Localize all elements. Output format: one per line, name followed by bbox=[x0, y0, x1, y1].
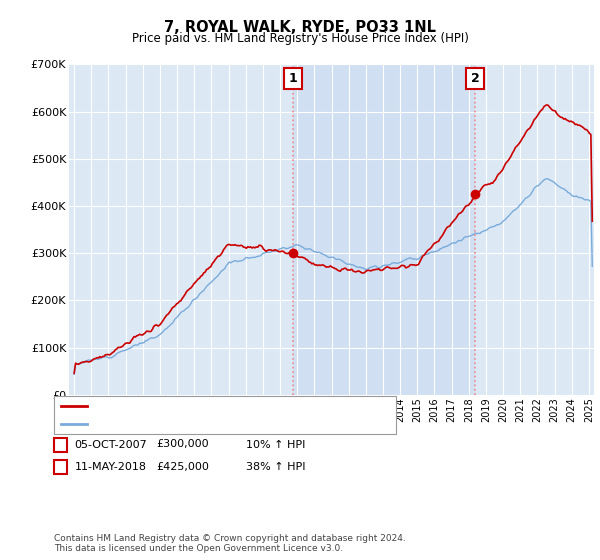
Text: 2: 2 bbox=[471, 72, 479, 85]
Text: Contains HM Land Registry data © Crown copyright and database right 2024.
This d: Contains HM Land Registry data © Crown c… bbox=[54, 534, 406, 553]
Text: HPI: Average price, detached house, Isle of Wight: HPI: Average price, detached house, Isle… bbox=[90, 419, 348, 429]
Text: 11-MAY-2018: 11-MAY-2018 bbox=[74, 462, 146, 472]
Text: 2: 2 bbox=[57, 462, 64, 472]
Text: 7, ROYAL WALK, RYDE, PO33 1NL (detached house): 7, ROYAL WALK, RYDE, PO33 1NL (detached … bbox=[90, 401, 355, 411]
Text: £300,000: £300,000 bbox=[156, 440, 209, 450]
Text: 10% ↑ HPI: 10% ↑ HPI bbox=[246, 440, 305, 450]
Text: £425,000: £425,000 bbox=[156, 462, 209, 472]
Text: Price paid vs. HM Land Registry's House Price Index (HPI): Price paid vs. HM Land Registry's House … bbox=[131, 32, 469, 45]
Text: 38% ↑ HPI: 38% ↑ HPI bbox=[246, 462, 305, 472]
Text: 1: 1 bbox=[57, 440, 64, 450]
Bar bbox=[293, 64, 475, 395]
Text: 7, ROYAL WALK, RYDE, PO33 1NL: 7, ROYAL WALK, RYDE, PO33 1NL bbox=[164, 20, 436, 35]
Text: 05-OCT-2007: 05-OCT-2007 bbox=[74, 440, 147, 450]
Text: 1: 1 bbox=[289, 72, 298, 85]
